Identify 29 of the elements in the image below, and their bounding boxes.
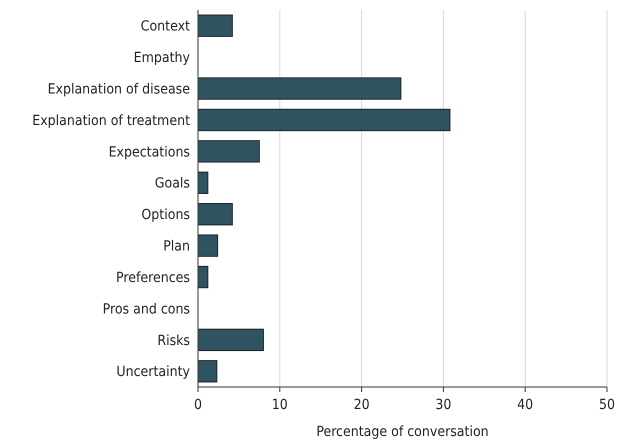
y-tick-label: Expectations bbox=[108, 144, 190, 160]
y-tick-label: Risks bbox=[157, 332, 190, 349]
bar bbox=[198, 234, 218, 257]
x-tick-label: 10 bbox=[272, 397, 288, 413]
x-tick-label: 50 bbox=[598, 397, 616, 413]
x-tick-label: 20 bbox=[354, 397, 370, 413]
bar bbox=[198, 360, 218, 382]
bar bbox=[198, 203, 233, 226]
y-tick-label: Pros and cons bbox=[102, 301, 190, 318]
bar bbox=[198, 108, 450, 132]
y-tick-label: Explanation of disease bbox=[48, 81, 190, 98]
y-tick-label: Options bbox=[141, 207, 190, 224]
y-tick-label: Empathy bbox=[134, 50, 191, 66]
y-tick-label: Context bbox=[140, 18, 190, 35]
x-tick-label: 40 bbox=[517, 397, 534, 413]
bar bbox=[198, 140, 260, 163]
y-tick-label: Goals bbox=[154, 176, 190, 192]
y-tick-label: Plan bbox=[163, 238, 190, 255]
x-tick-label: 30 bbox=[435, 397, 452, 413]
bar bbox=[198, 266, 208, 288]
x-axis-title: Percentage of conversation bbox=[316, 424, 489, 440]
x-tick-label: 0 bbox=[194, 397, 202, 413]
bar bbox=[198, 172, 208, 194]
bar bbox=[198, 14, 233, 37]
bar bbox=[198, 77, 402, 100]
bar bbox=[198, 328, 264, 352]
y-tick-label: Preferences bbox=[116, 270, 190, 286]
y-tick-label: Explanation of treatment bbox=[32, 112, 190, 129]
y-tick-label: Uncertainty bbox=[116, 364, 191, 380]
